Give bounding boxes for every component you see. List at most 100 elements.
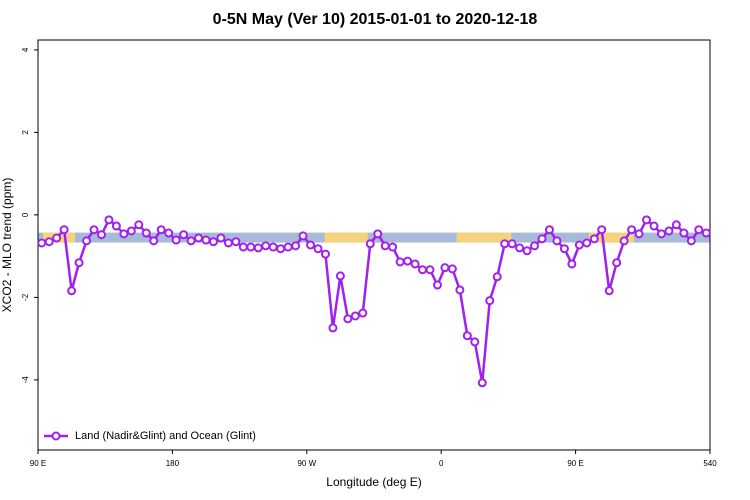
data-point [664, 226, 674, 236]
data-point [522, 246, 532, 256]
data-point [119, 229, 129, 239]
data-point [126, 226, 136, 236]
data-point [231, 237, 241, 247]
data-point [455, 285, 465, 295]
data-point [276, 244, 286, 254]
data-point [216, 233, 226, 243]
legend-marker [51, 431, 61, 441]
data-point [194, 233, 204, 243]
data-point [253, 243, 263, 253]
data-point [470, 337, 480, 347]
data-point [373, 229, 383, 239]
y-tick-label: 0 [21, 212, 30, 217]
data-point [223, 238, 233, 248]
data-point [89, 225, 99, 235]
data-point [485, 296, 495, 306]
data-point [410, 259, 420, 269]
y-tick-label: 2 [21, 130, 30, 135]
data-point [208, 237, 218, 247]
data-point [425, 265, 435, 275]
data-point [597, 225, 607, 235]
data-point [291, 241, 301, 251]
data-point [567, 259, 577, 269]
data-point [261, 241, 271, 251]
data-point [283, 242, 293, 252]
data-point [686, 236, 696, 246]
data-point [343, 314, 353, 324]
x-tick-label: 90 W [297, 459, 316, 468]
data-point [59, 225, 69, 235]
data-point [552, 236, 562, 246]
data-point [432, 280, 442, 290]
data-point [515, 243, 525, 253]
data-point [186, 236, 196, 246]
data-point [96, 230, 106, 240]
data-point [104, 215, 114, 225]
data-point [67, 286, 77, 296]
data-point [111, 221, 121, 231]
data-point [582, 238, 592, 248]
data-point [164, 228, 174, 238]
data-point [238, 242, 248, 252]
data-point [500, 239, 510, 249]
data-point [612, 258, 622, 268]
data-point [328, 323, 338, 333]
data-point [462, 331, 472, 341]
data-point [320, 249, 330, 259]
data-point [149, 236, 159, 246]
data-point [574, 240, 584, 250]
data-point [37, 238, 47, 248]
data-point [358, 308, 368, 318]
data-point [649, 221, 659, 231]
data-point [559, 244, 569, 254]
y-tick-label: -4 [21, 376, 30, 384]
x-tick-label: 90 E [567, 459, 583, 468]
data-point [627, 225, 637, 235]
data-point [619, 236, 629, 246]
data-point [350, 311, 360, 321]
data-point [134, 220, 144, 230]
data-point [313, 244, 323, 254]
data-point [418, 265, 428, 275]
data-point [634, 229, 644, 239]
data-point [201, 235, 211, 245]
data-point [671, 220, 681, 230]
data-point [530, 241, 540, 251]
data-point [246, 242, 256, 252]
data-point [298, 231, 308, 241]
y-axis-label: XCO2 - MLO trend (ppm) [0, 178, 14, 313]
data-point [156, 225, 166, 235]
legend-label: Land (Nadir&Glint) and Ocean (Glint) [75, 430, 256, 442]
data-point [380, 241, 390, 251]
data-point [604, 286, 614, 296]
data-point [440, 263, 450, 273]
x-tick-label: 90 E [30, 459, 46, 468]
data-point [141, 228, 151, 238]
data-point [74, 258, 84, 268]
land-band [589, 232, 634, 243]
land-band [456, 232, 512, 243]
data-point [492, 272, 502, 282]
data-point [656, 229, 666, 239]
chart-title: 0-5N May (Ver 10) 2015-01-01 to 2020-12-… [213, 11, 538, 28]
data-point [171, 235, 181, 245]
data-point [179, 230, 189, 240]
data-point [477, 378, 487, 388]
data-point [447, 264, 457, 274]
y-tick-label: -2 [21, 293, 30, 301]
data-point [388, 242, 398, 252]
data-point [268, 242, 278, 252]
data-point [537, 234, 547, 244]
data-point [335, 271, 345, 281]
data-point [306, 240, 316, 250]
data-point [365, 239, 375, 249]
x-tick-label: 540 [703, 459, 717, 468]
data-point [403, 256, 413, 266]
x-tick-label: 180 [166, 459, 180, 468]
data-point [679, 228, 689, 238]
data-point [642, 215, 652, 225]
y-tick-label: 4 [21, 47, 30, 52]
data-point [701, 228, 711, 238]
data-point [395, 257, 405, 267]
